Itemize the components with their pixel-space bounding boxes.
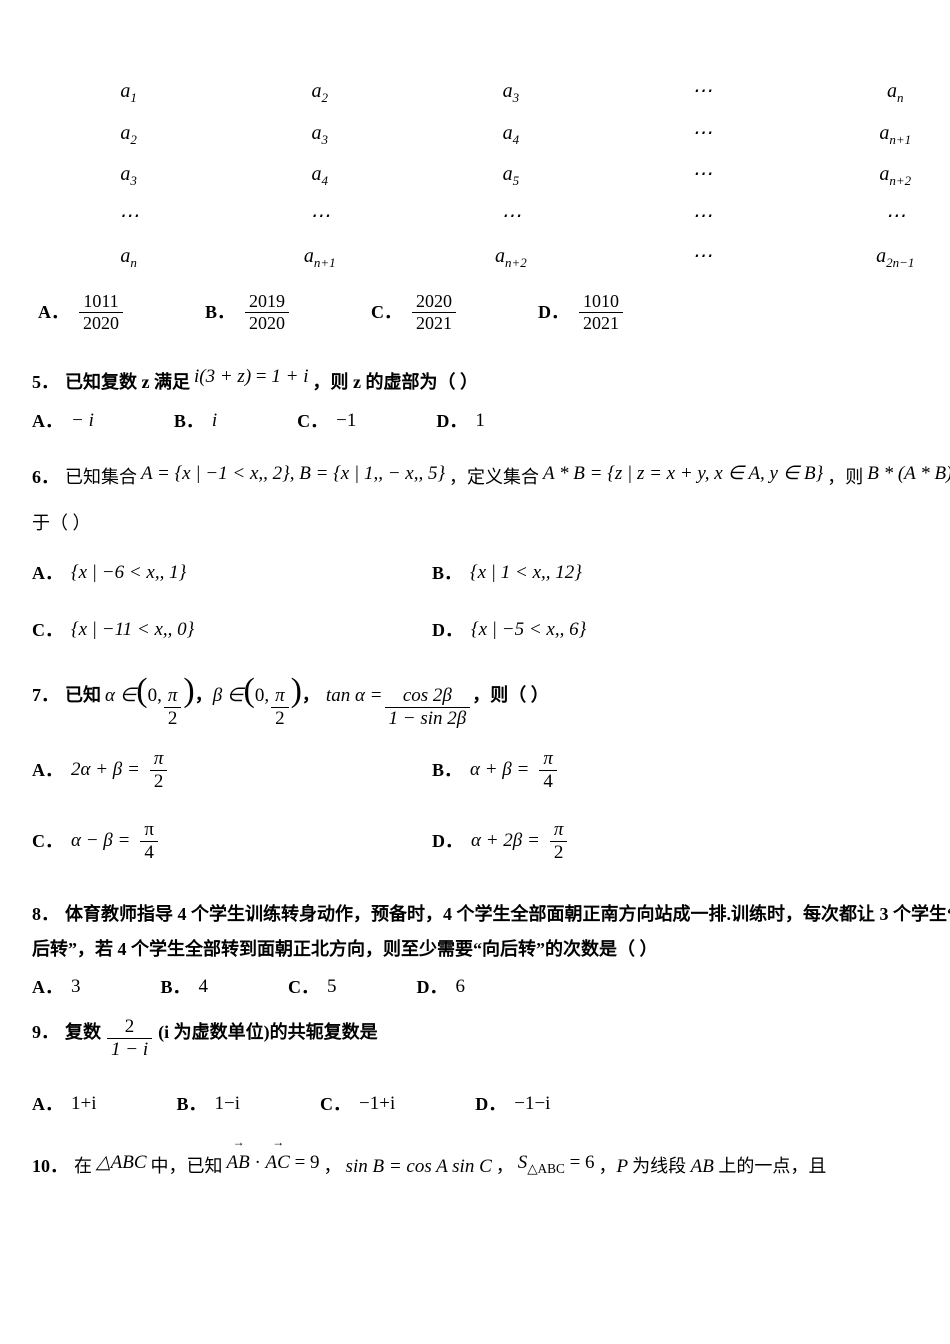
q4-c-frac: 2020 2021 xyxy=(412,292,456,333)
m-r5c3: an+2 xyxy=(426,241,595,273)
q4-d-frac: 1010 2021 xyxy=(579,292,623,333)
sequence-matrix: a1 a2 a3 ⋯ an a2 a3 a4 ⋯ an+1 a3 a4 a5 ⋯… xyxy=(44,76,950,272)
q6-stem-l2: 于（ ） xyxy=(32,510,950,537)
q9-frac: 2 1 − i xyxy=(107,1017,152,1060)
q5-choices: A．− i B．i C．−1 D．1 xyxy=(32,407,950,436)
q10-stem: 10． 在 △ABC 中，已知 AB · AC = 9 ， sin B = co… xyxy=(32,1147,950,1183)
q4-b-frac: 2019 2020 xyxy=(245,292,289,333)
q4-a-frac: 1011 2020 xyxy=(79,292,123,333)
q8-choice-c: C．5 xyxy=(288,973,337,1002)
q5-stem: 5． 已知复数 z 满足 i(3 + z) = 1 + i ，则 z 的虚部为（… xyxy=(32,369,950,398)
m-r1c4: ⋯ xyxy=(617,76,786,108)
q7-choice-c: C． α − β = π4 xyxy=(32,820,432,863)
q8-stem-l1: 8．体育教师指导 4 个学生训练转身动作，预备时，4 个学生全部面朝正南方向站成… xyxy=(32,901,950,928)
m-r2c4: ⋯ xyxy=(617,118,786,150)
q10-ptext: 为线段 AB 上的一点，且 xyxy=(632,1153,826,1182)
vector-ab-icon: AB xyxy=(227,1143,250,1178)
q6-stem-l1: 6． 已知集合 A = {x | −1 < x,, 2}, B = {x | 1… xyxy=(32,464,950,493)
choice-label: A． xyxy=(38,299,69,326)
q7-choices: A． 2α + β = π2 B． α + β = π4 C． α − β = … xyxy=(32,735,950,877)
q4-choice-c: C． 2020 2021 xyxy=(371,292,458,333)
q7-num: 7． xyxy=(32,682,59,709)
m-r4c5: ⋯ xyxy=(809,201,950,231)
q5-choice-b: B．i xyxy=(174,407,217,436)
m-r5c4: ⋯ xyxy=(617,241,786,273)
q6-setAB: A * B = {z | z = x + y, x ∈ A, y ∈ B} xyxy=(543,460,823,489)
m-r4c1: ⋯ xyxy=(44,201,213,231)
q5-choice-a: A．− i xyxy=(32,407,94,436)
q7-tan-frac: cos 2β 1 − sin 2β xyxy=(385,686,471,729)
q7-choice-a: A． 2α + β = π2 xyxy=(32,749,432,792)
q10-tri: △ABC xyxy=(96,1149,147,1178)
q6-choice-a: A．{x | −6 < x,, 1} xyxy=(32,559,432,588)
q5-eq: i(3 + z) = 1 + i xyxy=(194,363,308,392)
q8-choices: A．3 B．4 C．5 D．6 xyxy=(32,973,950,1002)
m-r1c2: a2 xyxy=(235,76,404,108)
q7-pi2-b: π2 xyxy=(271,686,289,729)
choice-label: B． xyxy=(205,299,235,326)
q4-choices: A． 1011 2020 B． 2019 2020 C． 2020 2021 D… xyxy=(38,292,950,333)
q6-choice-c: C．{x | −11 < x,, 0} xyxy=(32,616,432,645)
m-r5c1: an xyxy=(44,241,213,273)
m-r3c1: a3 xyxy=(44,159,213,191)
q9-choice-a: A．1+i xyxy=(32,1090,97,1119)
m-r2c3: a4 xyxy=(426,118,595,150)
choice-label: C． xyxy=(371,299,402,326)
m-r3c3: a5 xyxy=(426,159,595,191)
q8-choice-b: B．4 xyxy=(161,973,209,1002)
m-r4c4: ⋯ xyxy=(617,201,786,231)
q7-pi2-a: π2 xyxy=(164,686,182,729)
q9-stem: 9． 复数 2 1 − i (i 为虚数单位)的共轭复数是 xyxy=(32,1019,950,1066)
q8-choice-d: D．6 xyxy=(417,973,466,1002)
q7-alpha: α ∈ xyxy=(105,682,136,711)
m-r5c5: a2n−1 xyxy=(809,241,950,273)
q10-dot: AB · AC = 9 xyxy=(227,1143,320,1178)
q8-choice-a: A．3 xyxy=(32,973,81,1002)
choice-label: D． xyxy=(538,299,569,326)
q6-setA: A = {x | −1 < x,, 2}, B = {x | 1,, − x,,… xyxy=(141,460,445,489)
m-r3c4: ⋯ xyxy=(617,159,786,191)
q4-choice-b: B． 2019 2020 xyxy=(205,292,291,333)
q5-pre: 已知复数 z 满足 xyxy=(65,369,190,396)
q7-tan-lhs: tan α = xyxy=(326,682,383,711)
q5-post: ，则 z 的虚部为（ ） xyxy=(312,369,478,396)
q6-num: 6． xyxy=(32,464,59,491)
q6-choice-d: D．{x | −5 < x,, 6} xyxy=(432,616,832,645)
q8-stem-l2: 后转”，若 4 个学生全部转到面朝正北方向，则至少需要“向后转”的次数是（ ） xyxy=(32,936,950,963)
q7-choice-b: B． α + β = π4 xyxy=(432,749,832,792)
m-r1c5: an xyxy=(809,76,950,108)
q5-choice-c: C．−1 xyxy=(297,407,356,436)
q9-choice-c: C．−1+i xyxy=(320,1090,395,1119)
q10-area: S△ABC = 6 xyxy=(518,1149,595,1179)
m-r2c1: a2 xyxy=(44,118,213,150)
q5-num: 5． xyxy=(32,369,59,396)
q6-choice-b: B．{x | 1 < x,, 12} xyxy=(432,559,832,588)
m-r4c3: ⋯ xyxy=(426,201,595,231)
q9-choice-b: B．1−i xyxy=(177,1090,241,1119)
q6-choices: A．{x | −6 < x,, 1} B．{x | 1 < x,, 12} C．… xyxy=(32,545,950,658)
q10-sin: sin B = cos A sin C xyxy=(346,1153,492,1182)
q9-choice-d: D．−1−i xyxy=(475,1090,550,1119)
m-r1c3: a3 xyxy=(426,76,595,108)
q6-expr: B * (A * B) xyxy=(867,460,950,489)
m-r4c2: ⋯ xyxy=(235,201,404,231)
m-r3c2: a4 xyxy=(235,159,404,191)
q4-choice-a: A． 1011 2020 xyxy=(38,292,125,333)
q5-choice-d: D．1 xyxy=(436,407,485,436)
m-r3c5: an+2 xyxy=(809,159,950,191)
m-r2c2: a3 xyxy=(235,118,404,150)
vector-ac-icon: AC xyxy=(266,1143,290,1178)
q4-choice-d: D． 1010 2021 xyxy=(538,292,625,333)
m-r1c1: a1 xyxy=(44,76,213,108)
q7-beta: β ∈ xyxy=(213,682,244,711)
m-r2c5: an+1 xyxy=(809,118,950,150)
q7-choice-d: D． α + 2β = π2 xyxy=(432,820,832,863)
q9-choices: A．1+i B．1−i C．−1+i D．−1−i xyxy=(32,1090,950,1119)
q7-stem: 7． 已知 α ∈ ( 0, π2 ) ， β ∈ ( 0, π2 ) ， ta… xyxy=(32,682,950,729)
m-r5c2: an+1 xyxy=(235,241,404,273)
